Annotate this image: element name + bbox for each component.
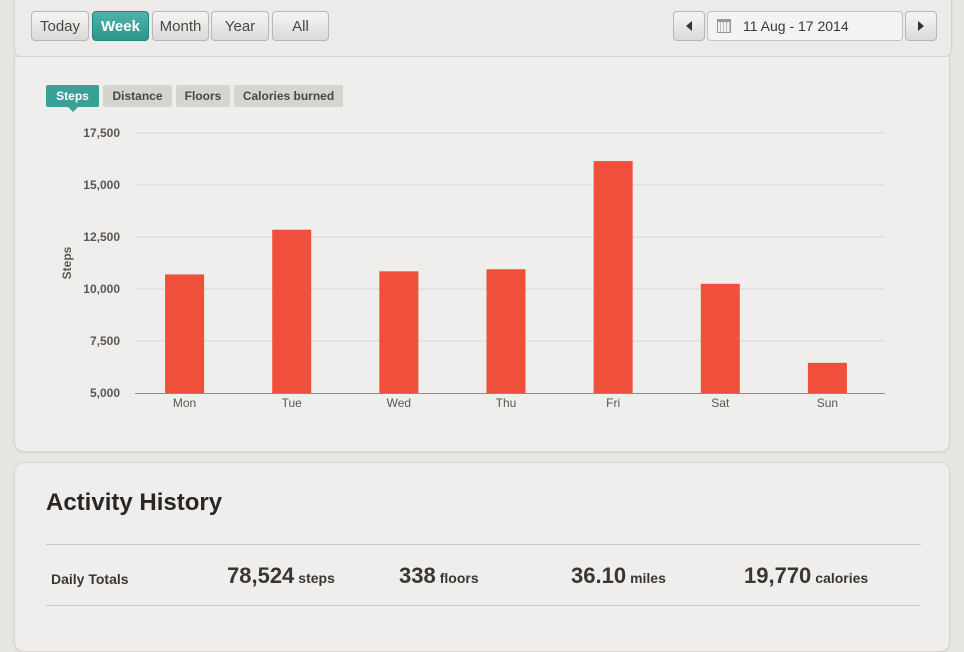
- bar-wed[interactable]: [379, 271, 419, 393]
- x-axis-ticks: Mon Tue Wed Thu Fri Sat Sun: [173, 396, 838, 410]
- range-week-button[interactable]: Week: [92, 11, 149, 41]
- bar-sat[interactable]: [700, 283, 740, 393]
- y-tick-label: 12,500: [83, 230, 120, 244]
- daily-totals-label: Daily Totals: [51, 571, 129, 587]
- y-tick-label: 17,500: [83, 126, 120, 140]
- chevron-left-icon: [686, 21, 692, 31]
- x-tick-label: Thu: [496, 396, 517, 410]
- tab-distance[interactable]: Distance: [103, 85, 172, 107]
- y-axis-ticks: 5,000 7,500 10,000 12,500 15,000 17,500: [83, 126, 120, 400]
- chart-bars: [165, 161, 847, 393]
- x-tick-label: Fri: [606, 396, 620, 410]
- total-floors-unit: floors: [439, 570, 479, 586]
- range-year-button[interactable]: Year: [211, 11, 269, 41]
- bar-fri[interactable]: [593, 161, 633, 393]
- bar-thu[interactable]: [486, 269, 526, 393]
- bar-sun[interactable]: [807, 362, 847, 393]
- y-tick-label: 5,000: [90, 386, 120, 400]
- x-tick-label: Sun: [817, 396, 838, 410]
- x-tick-label: Sat: [711, 396, 730, 410]
- previous-period-button[interactable]: [673, 11, 705, 41]
- date-range-label: 11 Aug - 17 2014: [743, 18, 849, 34]
- range-month-button[interactable]: Month: [152, 11, 209, 41]
- chart-gridlines: [135, 132, 885, 342]
- total-miles-unit: miles: [630, 570, 666, 586]
- y-tick-label: 10,000: [83, 282, 120, 296]
- activity-history-card: Activity History Daily Totals 78,524 step…: [14, 462, 950, 652]
- divider: [46, 544, 921, 545]
- date-range-picker[interactable]: 11 Aug - 17 2014: [707, 11, 903, 41]
- total-steps-unit: steps: [298, 570, 335, 586]
- total-steps: 78,524 steps: [227, 563, 335, 589]
- total-calories-unit: calories: [815, 570, 869, 586]
- x-tick-label: Tue: [282, 396, 303, 410]
- activity-history-title: Activity History: [46, 489, 223, 516]
- chevron-right-icon: [918, 21, 924, 31]
- total-floors: 338 floors: [399, 563, 479, 589]
- tab-calories-burned[interactable]: Calories burned: [234, 85, 343, 107]
- x-tick-label: Mon: [173, 396, 196, 410]
- x-tick-label: Wed: [387, 396, 411, 410]
- total-calories-value: 19,770: [744, 563, 812, 588]
- steps-chart-card: Steps Distance Floors Calories burned 5,…: [14, 56, 950, 452]
- steps-bar-chart: 5,000 7,500 10,000 12,500 15,000 17,500 Mon Tu…: [60, 126, 885, 410]
- y-tick-label: 7,500: [90, 334, 120, 348]
- tab-floors[interactable]: Floors: [176, 85, 230, 107]
- date-range-toolbar: Today Week Month Year All 11 Aug - 17 20…: [14, 0, 952, 57]
- tab-steps[interactable]: Steps: [46, 85, 99, 112]
- range-today-button[interactable]: Today: [31, 11, 89, 41]
- total-miles: 36.10 miles: [571, 563, 666, 589]
- total-calories: 19,770 calories: [744, 563, 868, 589]
- total-floors-value: 338: [399, 563, 436, 588]
- y-axis-label: Steps: [60, 246, 74, 279]
- bar-tue[interactable]: [272, 229, 312, 393]
- bar-mon[interactable]: [165, 274, 205, 393]
- range-all-button[interactable]: All: [272, 11, 329, 41]
- divider: [46, 605, 921, 606]
- total-miles-value: 36.10: [571, 563, 627, 588]
- total-steps-value: 78,524: [227, 563, 295, 588]
- y-tick-label: 15,000: [83, 178, 120, 192]
- calendar-icon: [717, 19, 731, 33]
- next-period-button[interactable]: [905, 11, 937, 41]
